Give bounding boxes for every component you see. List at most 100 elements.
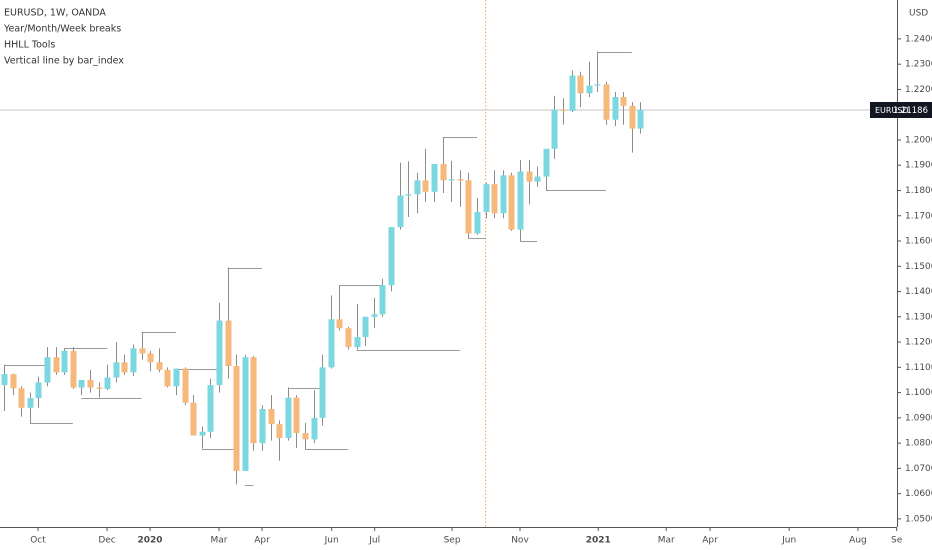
candle-body [637,109,644,129]
candle-body [422,180,429,192]
candle-body [560,109,567,111]
candle-body [577,75,584,94]
x-tick-label: Se [891,536,903,546]
x-tick-label: Dec [98,536,115,546]
candle-body [121,362,128,373]
y-tick-label: 1.13000 [905,312,932,322]
candle-body [268,409,275,425]
candle-body [61,350,68,373]
candle-body [345,328,352,348]
candle-body [508,175,515,230]
candle-body [328,319,335,368]
indicator-label: Year/Month/Week breaks [3,24,121,35]
x-tick-label: Jun [781,536,796,546]
x-tick-label: Nov [511,536,529,546]
x-tick-label: Apr [702,536,718,546]
candle-body [311,417,318,440]
x-tick-label: Mar [211,536,228,546]
candle-body [603,84,610,120]
candle-body [147,353,154,363]
candle-body [190,402,197,436]
y-tick-label: 1.20000 [905,135,932,145]
candle-body [526,171,533,182]
y-tick-label: 1.22000 [905,85,932,95]
x-tick-label: Jul [368,536,380,546]
candle-body [78,379,85,388]
x-tick-label: Mar [658,536,675,546]
candle-body [199,431,206,436]
candle-body [354,337,361,348]
y-tick-label: 1.24000 [905,34,932,44]
candle-body [534,176,541,182]
candle-body [96,387,103,389]
candle-body [130,348,137,373]
x-tick-label: Apr [254,536,270,546]
price-tag [870,101,932,118]
candle-body [216,320,223,386]
candle-body [465,180,472,234]
candle-body [53,357,60,373]
candle-body [594,84,601,86]
candle-body [397,195,404,228]
candle-body [302,433,309,440]
candle-body [440,163,447,181]
y-tick-label: 1.18000 [905,186,932,196]
x-tick-label: Sep [444,536,461,546]
indicator-label: HHLL Tools [4,40,55,51]
candle-body [371,314,378,317]
candle-body [164,369,171,387]
candle-body [87,379,94,388]
price-tag-value: 1.21186 [893,106,928,116]
candle-body [388,227,395,286]
candle-body [113,362,120,378]
y-tick-label: 1.10000 [905,388,932,398]
chart-title: EURUSD, 1W, OANDA [4,8,106,19]
y-tick-label: 1.16000 [905,237,932,247]
y-tick-label: 1.05000 [905,514,932,524]
candle-body [27,398,34,408]
candle-body [483,184,490,212]
candle-body [362,316,369,338]
candle-body [293,397,300,434]
y-tick-label: 1.08000 [905,439,932,449]
y-tick-label: 1.12000 [905,338,932,348]
x-tick-label: Jun [324,536,339,546]
candle-body [242,357,249,471]
candle-body [379,285,386,315]
plot-area [0,0,897,527]
y-tick-label: 1.14000 [905,287,932,297]
candle-body [612,97,619,120]
candle-body [259,409,266,444]
candle-body [156,362,163,370]
candle-body [18,388,25,408]
candle-body [457,179,464,181]
candle-body [414,180,421,195]
x-tick-label: 2021 [586,536,611,546]
indicator-label: Vertical line by bar_index [4,56,124,67]
candle-body [1,374,8,386]
y-tick-label: 1.17000 [905,211,932,221]
candle-body [405,194,412,196]
candle-body [233,366,240,471]
y-tick-label: 1.09000 [905,413,932,423]
currency-label: USD [909,9,928,19]
candle-body [35,382,42,399]
candle-body [104,377,111,389]
candle-body [491,184,498,214]
y-tick-label: 1.23000 [905,60,932,70]
candle-body [70,350,77,388]
candle-body [629,105,636,129]
candle-body [182,368,189,403]
y-tick-label: 1.07000 [905,464,932,474]
candle-body [276,424,283,439]
candle-body [431,163,438,192]
y-tick-label: 1.15000 [905,262,932,272]
y-tick-label: 1.06000 [905,489,932,499]
candle-body [44,357,51,383]
candle-body [207,385,214,432]
candle-body [285,397,292,439]
candle-body [517,171,524,230]
candle-body [474,211,481,234]
price-tag-symbol: EURUSD [875,106,909,115]
